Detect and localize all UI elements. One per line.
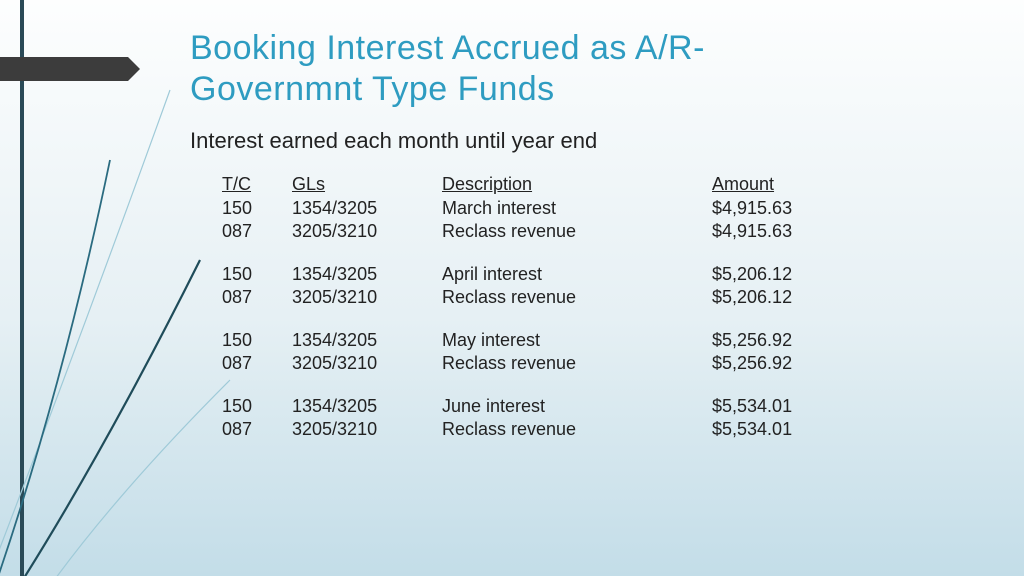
cell-amt: $5,534.01 [712,395,832,418]
cell-gls: 3205/3210 [292,286,442,309]
title-line-1: Booking Interest Accrued as A/R- [190,29,705,67]
cell-tc: 150 [222,329,292,352]
cell-desc: April interest [442,263,712,286]
cell-tc: 150 [222,263,292,286]
cell-desc: March interest [442,197,712,220]
cell-desc: Reclass revenue [442,286,712,309]
cell-tc: 087 [222,286,292,309]
left-vertical-rule [20,0,24,576]
cell-desc: Reclass revenue [442,418,712,441]
subtitle: Interest earned each month until year en… [190,128,970,154]
cell-desc: Reclass revenue [442,220,712,243]
cell-tc: 087 [222,352,292,375]
cell-amt: $5,206.12 [712,286,832,309]
slide-content: Booking Interest Accrued as A/R- Governm… [190,28,970,441]
table-row: 0873205/3210Reclass revenue$4,915.63 [222,220,832,243]
cell-tc: 150 [222,197,292,220]
th-tc: T/C [222,172,292,197]
table-row: 1501354/3205March interest$4,915.63 [222,197,832,220]
cell-gls: 3205/3210 [292,418,442,441]
cell-amt: $5,256.92 [712,352,832,375]
table-row: 1501354/3205April interest$5,206.12 [222,263,832,286]
cell-gls: 3205/3210 [292,352,442,375]
table-row: 0873205/3210Reclass revenue$5,534.01 [222,418,832,441]
cell-tc: 087 [222,220,292,243]
title-line-2: Governmnt Type Funds [190,70,555,108]
cell-gls: 1354/3205 [292,329,442,352]
cell-amt: $5,534.01 [712,418,832,441]
page-title: Booking Interest Accrued as A/R- Governm… [190,28,970,110]
table-row: 1501354/3205May interest$5,256.92 [222,329,832,352]
table-row: 0873205/3210Reclass revenue$5,206.12 [222,286,832,309]
cell-desc: June interest [442,395,712,418]
table-row: 0873205/3210Reclass revenue$5,256.92 [222,352,832,375]
title-arrow-bar [0,57,128,81]
cell-desc: Reclass revenue [442,352,712,375]
th-desc: Description [442,172,712,197]
cell-gls: 1354/3205 [292,395,442,418]
cell-amt: $4,915.63 [712,197,832,220]
table-header-row: T/C GLs Description Amount [222,172,832,197]
cell-gls: 1354/3205 [292,263,442,286]
row-gap [222,375,832,395]
cell-gls: 1354/3205 [292,197,442,220]
cell-tc: 150 [222,395,292,418]
cell-desc: May interest [442,329,712,352]
row-gap [222,309,832,329]
interest-table: T/C GLs Description Amount 1501354/3205M… [222,172,832,441]
cell-amt: $4,915.63 [712,220,832,243]
th-gls: GLs [292,172,442,197]
th-amt: Amount [712,172,832,197]
cell-amt: $5,206.12 [712,263,832,286]
table-row: 1501354/3205June interest$5,534.01 [222,395,832,418]
row-gap [222,243,832,263]
cell-amt: $5,256.92 [712,329,832,352]
cell-tc: 087 [222,418,292,441]
cell-gls: 3205/3210 [292,220,442,243]
